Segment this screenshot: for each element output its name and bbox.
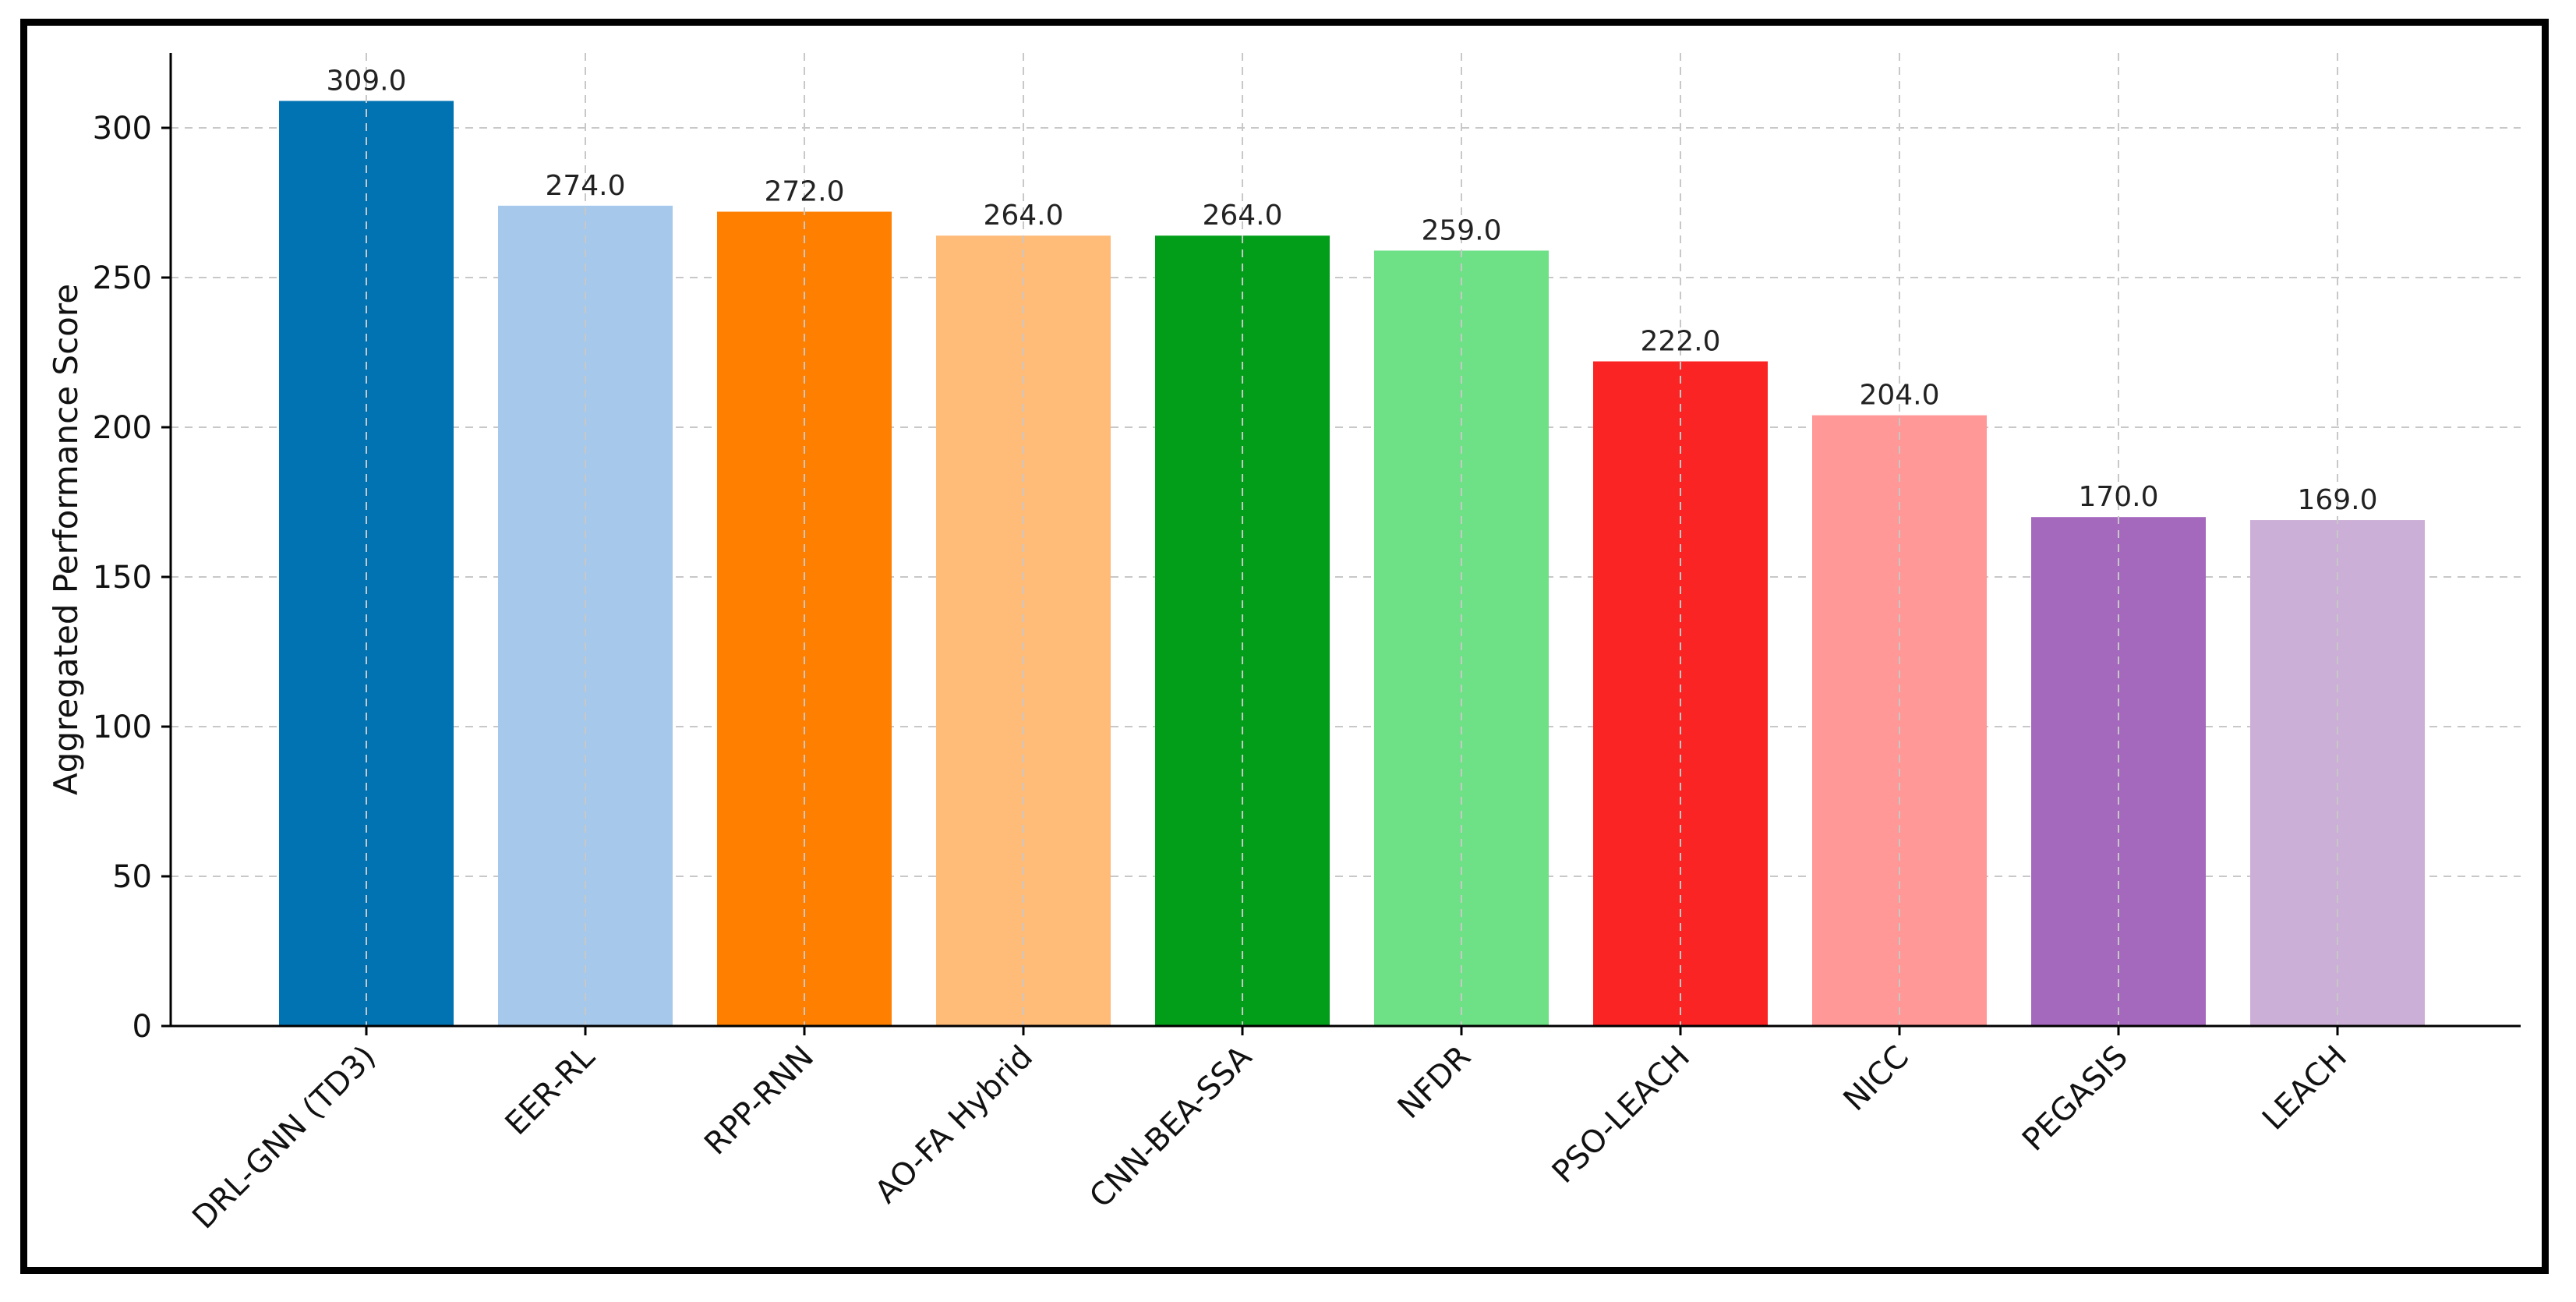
y-tick-label: 300	[93, 111, 152, 147]
data-label: 259.0	[1421, 214, 1501, 246]
y-tick-label: 50	[112, 859, 152, 895]
y-tick-label: 100	[93, 709, 152, 745]
x-tick-label: AO-FA Hybrid	[868, 1039, 1040, 1211]
axes	[161, 53, 2521, 1035]
y-axis-title: Aggregated Performance Score	[47, 284, 85, 795]
bars	[279, 53, 2425, 1027]
bar-chart: 309.0 274.0 272.0 264.0 264.0 259.0 222.0 204.0…	[47, 53, 2521, 1237]
y-tick-label: 150	[93, 560, 152, 596]
chart-frame: 309.0 274.0 272.0 264.0 264.0 259.0 222.0 204.0…	[20, 19, 2549, 1274]
x-tick-label: DRL-GNN (TD3)	[186, 1039, 383, 1237]
x-tick-label: LEACH	[2256, 1039, 2354, 1137]
x-tick-label: NICC	[1837, 1039, 1917, 1119]
data-label: 170.0	[2078, 481, 2158, 513]
x-tick-label: EER-RL	[499, 1038, 602, 1142]
data-label: 272.0	[764, 176, 844, 208]
y-tick-label: 200	[93, 410, 152, 446]
y-tick-label: 0	[133, 1009, 152, 1045]
data-label: 309.0	[326, 65, 406, 97]
x-tick-label: NFDR	[1391, 1039, 1478, 1126]
x-tick-label: RPP-RNN	[698, 1039, 821, 1162]
x-tick-label: PEGASIS	[2016, 1039, 2135, 1159]
x-tick-label: CNN-BEA-SSA	[1083, 1038, 1259, 1215]
y-tick-label: 250	[93, 260, 152, 296]
data-label: 274.0	[545, 170, 625, 202]
data-label: 264.0	[983, 200, 1063, 232]
data-label: 169.0	[2297, 484, 2377, 516]
data-label: 222.0	[1640, 326, 1720, 358]
data-label: 204.0	[1859, 380, 1939, 412]
data-label: 264.0	[1202, 200, 1282, 232]
x-tick-label: PSO-LEACH	[1546, 1039, 1697, 1191]
